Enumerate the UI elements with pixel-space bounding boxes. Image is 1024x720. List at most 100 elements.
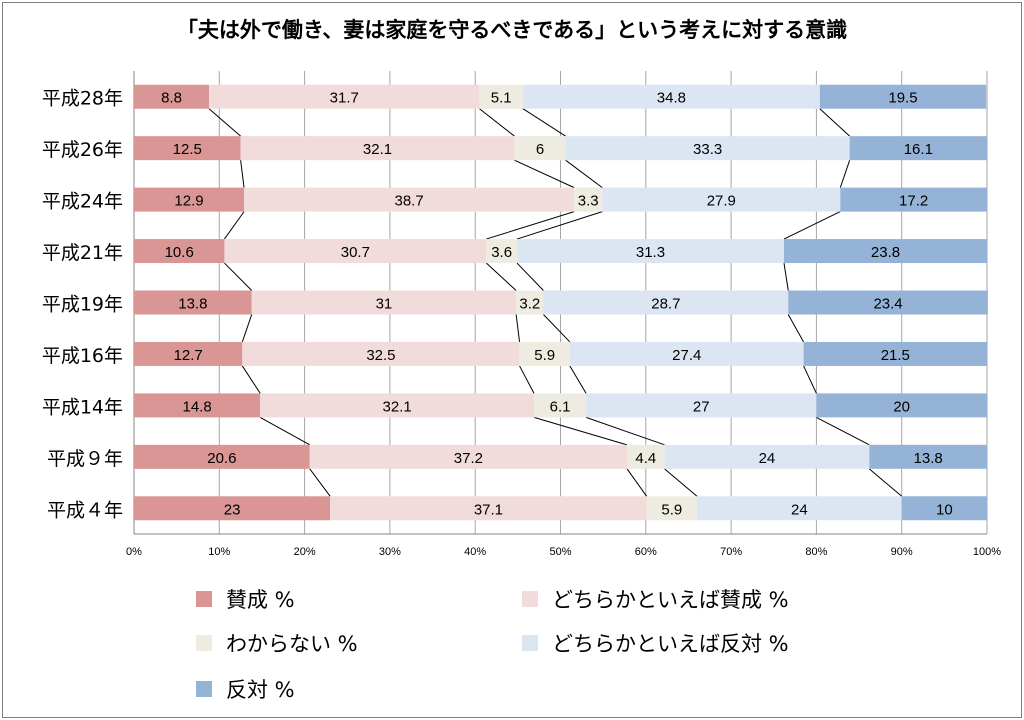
data-label: 37.2 [454, 450, 483, 467]
data-label: 34.8 [657, 90, 686, 107]
legend-label-somewhat-agree: どちらかといえば賛成 % [552, 588, 789, 612]
data-label: 16.1 [904, 141, 933, 158]
bar-oppose [819, 84, 987, 109]
x-tick-label: 100% [973, 546, 1001, 558]
bar-agree [134, 84, 210, 109]
bar-dont-know [574, 187, 603, 212]
series-line [522, 108, 566, 137]
category-label: 平成14年 [42, 396, 123, 418]
bar-oppose [788, 290, 988, 315]
series-line [565, 159, 603, 189]
data-label: 23.8 [871, 244, 900, 261]
data-label: 27.9 [707, 193, 736, 210]
data-label: 12.9 [174, 193, 203, 210]
series-line [819, 108, 851, 137]
chart-title: 「夫は外で働き、妻は家庭を守るべきである」という考えに対する意識 [176, 18, 848, 42]
x-tick-label: 20% [294, 546, 316, 558]
data-label: 13.8 [178, 296, 207, 313]
data-label: 27 [693, 398, 710, 415]
series-line [569, 365, 587, 394]
legend-item-somewhat-oppose: どちらかといえば反対 % [522, 628, 789, 658]
bar-oppose [783, 239, 987, 264]
x-tick-label: 70% [720, 546, 742, 558]
data-label: 32.5 [366, 347, 395, 364]
data-label: 13.8 [914, 450, 943, 467]
bar-oppose [849, 136, 987, 161]
bar-oppose [816, 393, 987, 418]
bar-oppose [869, 444, 987, 469]
x-tick-label: 80% [805, 546, 827, 558]
bar-oppose [803, 341, 987, 366]
bar-dont-know [514, 136, 566, 161]
bar-oppose [840, 187, 987, 212]
data-label: 3.2 [519, 296, 540, 313]
series-line [479, 108, 515, 137]
data-label: 33.3 [693, 141, 722, 158]
legend-swatch-somewhat-oppose [522, 635, 538, 651]
series-line [816, 416, 870, 446]
series-line [208, 108, 241, 137]
legend-item-somewhat-agree: どちらかといえば賛成 % [522, 584, 789, 614]
bar-somewhat-agree [244, 187, 575, 212]
x-tick-label: 50% [549, 546, 571, 558]
data-label: 28.7 [651, 296, 680, 313]
data-label: 32.1 [363, 141, 392, 158]
bar-agree [134, 393, 261, 418]
data-label: 32.1 [383, 398, 412, 415]
bar-dont-know [486, 239, 517, 264]
data-label: 10.6 [165, 244, 194, 261]
legend-item-oppose: 反対 % [196, 674, 295, 704]
bar-somewhat-agree [209, 84, 480, 109]
bar-dont-know [479, 84, 523, 109]
data-label: 8.8 [161, 90, 182, 107]
category-label: 平成16年 [42, 345, 123, 367]
data-label: 4.4 [635, 450, 656, 467]
series-line [543, 314, 571, 343]
bar-somewhat-oppose [565, 136, 850, 161]
bar-agree [134, 187, 245, 212]
data-label: 37.1 [474, 501, 503, 518]
legend-label-somewhat-oppose: どちらかといえば反対 % [552, 632, 789, 656]
bar-dont-know [534, 393, 587, 418]
series-line [783, 211, 841, 240]
series-line [514, 159, 575, 189]
series-line [516, 211, 603, 240]
x-tick-label: 10% [208, 546, 230, 558]
category-label: 平成24年 [42, 191, 123, 213]
data-label: 5.9 [534, 347, 555, 364]
series-line [519, 365, 535, 394]
bar-somewhat-oppose [569, 341, 804, 366]
data-label: 31 [376, 296, 393, 313]
bar-somewhat-agree [242, 341, 520, 366]
x-tick-label: 90% [891, 546, 913, 558]
data-label: 3.3 [578, 193, 599, 210]
bar-somewhat-oppose [664, 444, 870, 469]
data-label: 12.5 [173, 141, 202, 158]
bar-somewhat-oppose [516, 239, 784, 264]
bar-oppose [901, 496, 987, 521]
data-label: 20 [893, 398, 910, 415]
bar-somewhat-agree [240, 136, 515, 161]
legend-swatch-dont-know [196, 635, 212, 651]
series-line [224, 211, 245, 240]
data-label: 27.4 [672, 347, 701, 364]
bar-agree [134, 136, 241, 161]
series-line [783, 262, 789, 291]
series-line [533, 416, 628, 446]
series-line [486, 211, 575, 240]
data-label: 14.8 [183, 398, 212, 415]
bar-agree [134, 341, 243, 366]
category-label: 平成26年 [42, 139, 123, 161]
legend-label-dont-know: わからない % [226, 632, 358, 656]
series-line [260, 416, 310, 446]
data-label: 24 [791, 501, 808, 518]
bar-somewhat-agree [330, 496, 647, 521]
bar-somewhat-agree [251, 290, 517, 315]
data-label: 19.5 [888, 90, 917, 107]
series-line [485, 262, 517, 291]
series-line [664, 468, 698, 497]
data-label: 20.6 [207, 450, 236, 467]
legend-label-agree: 賛成 % [226, 588, 295, 612]
x-tick-label: 40% [464, 546, 486, 558]
